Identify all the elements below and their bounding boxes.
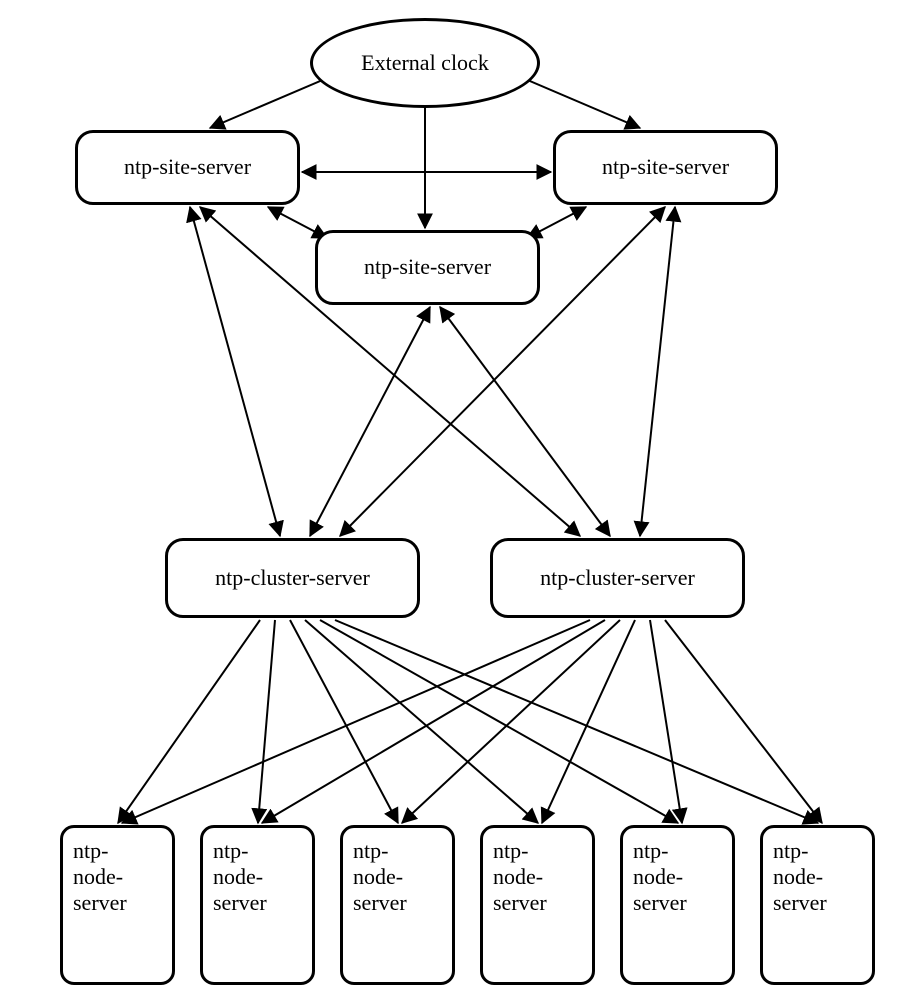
node-label: ntp-site-server: [352, 248, 503, 286]
diagram-canvas: External clock ntp-site-server ntp-site-…: [0, 0, 915, 1000]
node-label: ntp-site-server: [112, 148, 263, 186]
node-node-server-6: ntp-node-server: [760, 825, 875, 985]
node-node-server-3: ntp-node-server: [340, 825, 455, 985]
node-label: ntp-node-server: [763, 828, 872, 926]
node-site-server-left: ntp-site-server: [75, 130, 300, 205]
node-node-server-2: ntp-node-server: [200, 825, 315, 985]
node-label: ntp-cluster-server: [528, 559, 707, 597]
node-label: ntp-cluster-server: [203, 559, 382, 597]
node-label: ntp-node-server: [203, 828, 312, 926]
node-label: ntp-node-server: [343, 828, 452, 926]
node-node-server-1: ntp-node-server: [60, 825, 175, 985]
node-label: ntp-node-server: [623, 828, 732, 926]
node-node-server-5: ntp-node-server: [620, 825, 735, 985]
node-label: ntp-node-server: [483, 828, 592, 926]
node-site-server-right: ntp-site-server: [553, 130, 778, 205]
node-label: ntp-site-server: [590, 148, 741, 186]
node-node-server-4: ntp-node-server: [480, 825, 595, 985]
node-site-server-mid: ntp-site-server: [315, 230, 540, 305]
node-cluster-server-right: ntp-cluster-server: [490, 538, 745, 618]
node-cluster-server-left: ntp-cluster-server: [165, 538, 420, 618]
node-label: ntp-node-server: [63, 828, 172, 926]
node-external-clock: External clock: [310, 18, 540, 108]
node-label: External clock: [349, 44, 501, 82]
